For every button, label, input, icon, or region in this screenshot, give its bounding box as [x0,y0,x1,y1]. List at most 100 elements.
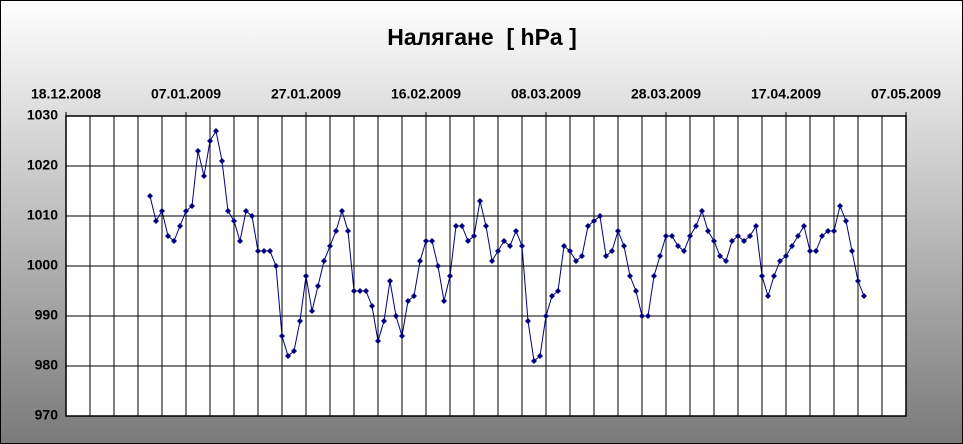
marker [603,253,609,259]
marker [519,243,525,249]
marker [429,238,435,244]
marker [225,208,231,214]
marker [381,318,387,324]
marker [267,248,273,254]
marker [633,288,639,294]
marker [465,238,471,244]
marker [513,228,519,234]
marker [417,258,423,264]
x-tick-label: 07.05.2009 [871,86,941,102]
x-tick-label: 08.03.2009 [511,86,581,102]
marker [855,278,861,284]
marker [375,338,381,344]
marker [447,273,453,279]
marker [537,353,543,359]
marker [147,193,153,199]
marker [543,313,549,319]
marker [801,223,807,229]
marker [687,233,693,239]
marker [753,223,759,229]
x-tick-label: 18.12.2008 [31,86,101,102]
marker [183,208,189,214]
x-tick-label: 07.01.2009 [151,86,221,102]
y-tick-label: 980 [35,357,59,373]
x-tick-label: 16.02.2009 [391,86,461,102]
marker [663,233,669,239]
marker [279,333,285,339]
marker [777,258,783,264]
marker [717,253,723,259]
marker [837,203,843,209]
marker [303,273,309,279]
marker [597,213,603,219]
marker [327,243,333,249]
marker [471,233,477,239]
marker [291,348,297,354]
marker [651,273,657,279]
marker [819,233,825,239]
marker [531,358,537,364]
marker [411,293,417,299]
marker [171,238,177,244]
marker [345,228,351,234]
marker [477,198,483,204]
marker [405,298,411,304]
y-tick-label: 1030 [27,107,58,123]
marker [231,218,237,224]
marker [657,253,663,259]
marker [525,318,531,324]
marker [507,243,513,249]
marker [369,303,375,309]
marker [501,238,507,244]
marker [627,273,633,279]
marker [615,228,621,234]
marker [705,228,711,234]
marker [573,258,579,264]
x-tick-label: 27.01.2009 [271,86,341,102]
marker [771,273,777,279]
y-tick-label: 970 [35,407,59,423]
marker [243,208,249,214]
marker [783,253,789,259]
marker [591,218,597,224]
marker [165,233,171,239]
marker [675,243,681,249]
marker [237,238,243,244]
marker [159,208,165,214]
marker [693,223,699,229]
marker [321,258,327,264]
marker [207,138,213,144]
y-tick-label: 1010 [27,207,58,223]
marker [831,228,837,234]
marker [285,353,291,359]
marker [261,248,267,254]
marker [729,238,735,244]
marker [789,243,795,249]
marker [435,263,441,269]
marker [219,158,225,164]
marker [861,293,867,299]
marker [585,223,591,229]
marker [621,243,627,249]
marker [735,233,741,239]
chart-title: Налягане [ hPa ] [387,24,577,50]
marker [699,208,705,214]
marker [747,233,753,239]
marker [711,238,717,244]
marker [363,288,369,294]
marker [351,288,357,294]
marker [297,318,303,324]
marker [153,218,159,224]
marker [387,278,393,284]
marker [549,293,555,299]
marker [813,248,819,254]
marker [825,228,831,234]
marker [255,248,261,254]
marker [645,313,651,319]
marker [309,308,315,314]
marker [339,208,345,214]
y-tick-label: 1000 [27,257,58,273]
marker [441,298,447,304]
plot-border [65,115,907,417]
